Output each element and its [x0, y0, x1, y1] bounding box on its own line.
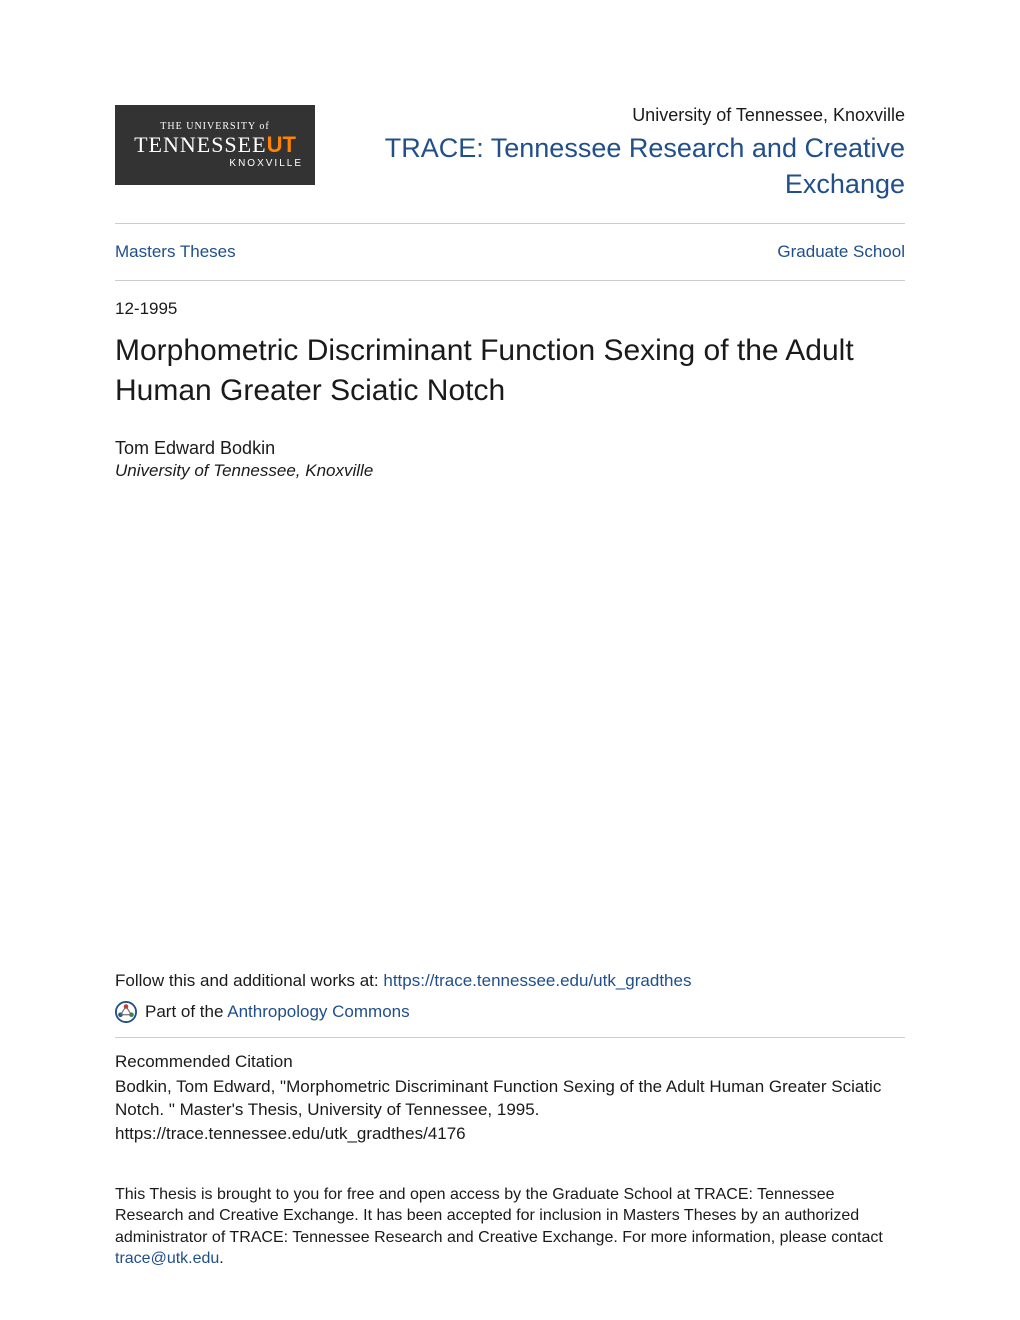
breadcrumb-row: Masters Theses Graduate School — [115, 224, 905, 280]
ut-logo: THE UNIVERSITY of TENNESSEEUT KNOXVILLE — [115, 105, 315, 185]
header-text: University of Tennessee, Knoxville TRACE… — [345, 105, 905, 203]
spacer — [115, 481, 905, 971]
partof-link[interactable]: Anthropology Commons — [227, 1002, 409, 1021]
document-page: THE UNIVERSITY of TENNESSEEUT KNOXVILLE … — [0, 0, 1020, 1320]
document-title: Morphometric Discriminant Function Sexin… — [115, 331, 905, 412]
header-row: THE UNIVERSITY of TENNESSEEUT KNOXVILLE … — [115, 105, 905, 203]
footer-statement: This Thesis is brought to you for free a… — [115, 1184, 905, 1270]
logo-ut-icon: UT — [267, 132, 296, 158]
publication-date: 12-1995 — [115, 281, 905, 331]
citation-url: https://trace.tennessee.edu/utk_gradthes… — [115, 1124, 905, 1144]
author-affiliation: University of Tennessee, Knoxville — [115, 461, 905, 481]
partof-prefix: Part of the — [145, 1002, 227, 1021]
part-of: Part of the Anthropology Commons — [115, 1001, 905, 1023]
repository-link[interactable]: TRACE: Tennessee Research and Creative E… — [385, 133, 905, 199]
follow-link[interactable]: https://trace.tennessee.edu/utk_gradthes — [383, 971, 691, 990]
breadcrumb-right-link[interactable]: Graduate School — [777, 242, 905, 262]
breadcrumb-left-link[interactable]: Masters Theses — [115, 242, 236, 262]
logo-line2: TENNESSEEUT — [134, 132, 296, 158]
partof-text: Part of the Anthropology Commons — [145, 1002, 410, 1022]
repository-name: TRACE: Tennessee Research and Creative E… — [345, 130, 905, 203]
logo-line1: THE UNIVERSITY of — [160, 121, 269, 132]
citation-body: Bodkin, Tom Edward, "Morphometric Discri… — [115, 1076, 905, 1122]
author-name: Tom Edward Bodkin — [115, 438, 905, 459]
footer-text-before: This Thesis is brought to you for free a… — [115, 1186, 883, 1246]
citation-heading: Recommended Citation — [115, 1038, 905, 1072]
follow-works: Follow this and additional works at: htt… — [115, 971, 905, 991]
contact-email-link[interactable]: trace@utk.edu — [115, 1250, 219, 1267]
network-commons-icon — [115, 1001, 137, 1023]
institution-name: University of Tennessee, Knoxville — [345, 105, 905, 126]
logo-line3: KNOXVILLE — [229, 158, 303, 169]
footer-text-after: . — [219, 1250, 223, 1267]
follow-prefix: Follow this and additional works at: — [115, 971, 383, 990]
